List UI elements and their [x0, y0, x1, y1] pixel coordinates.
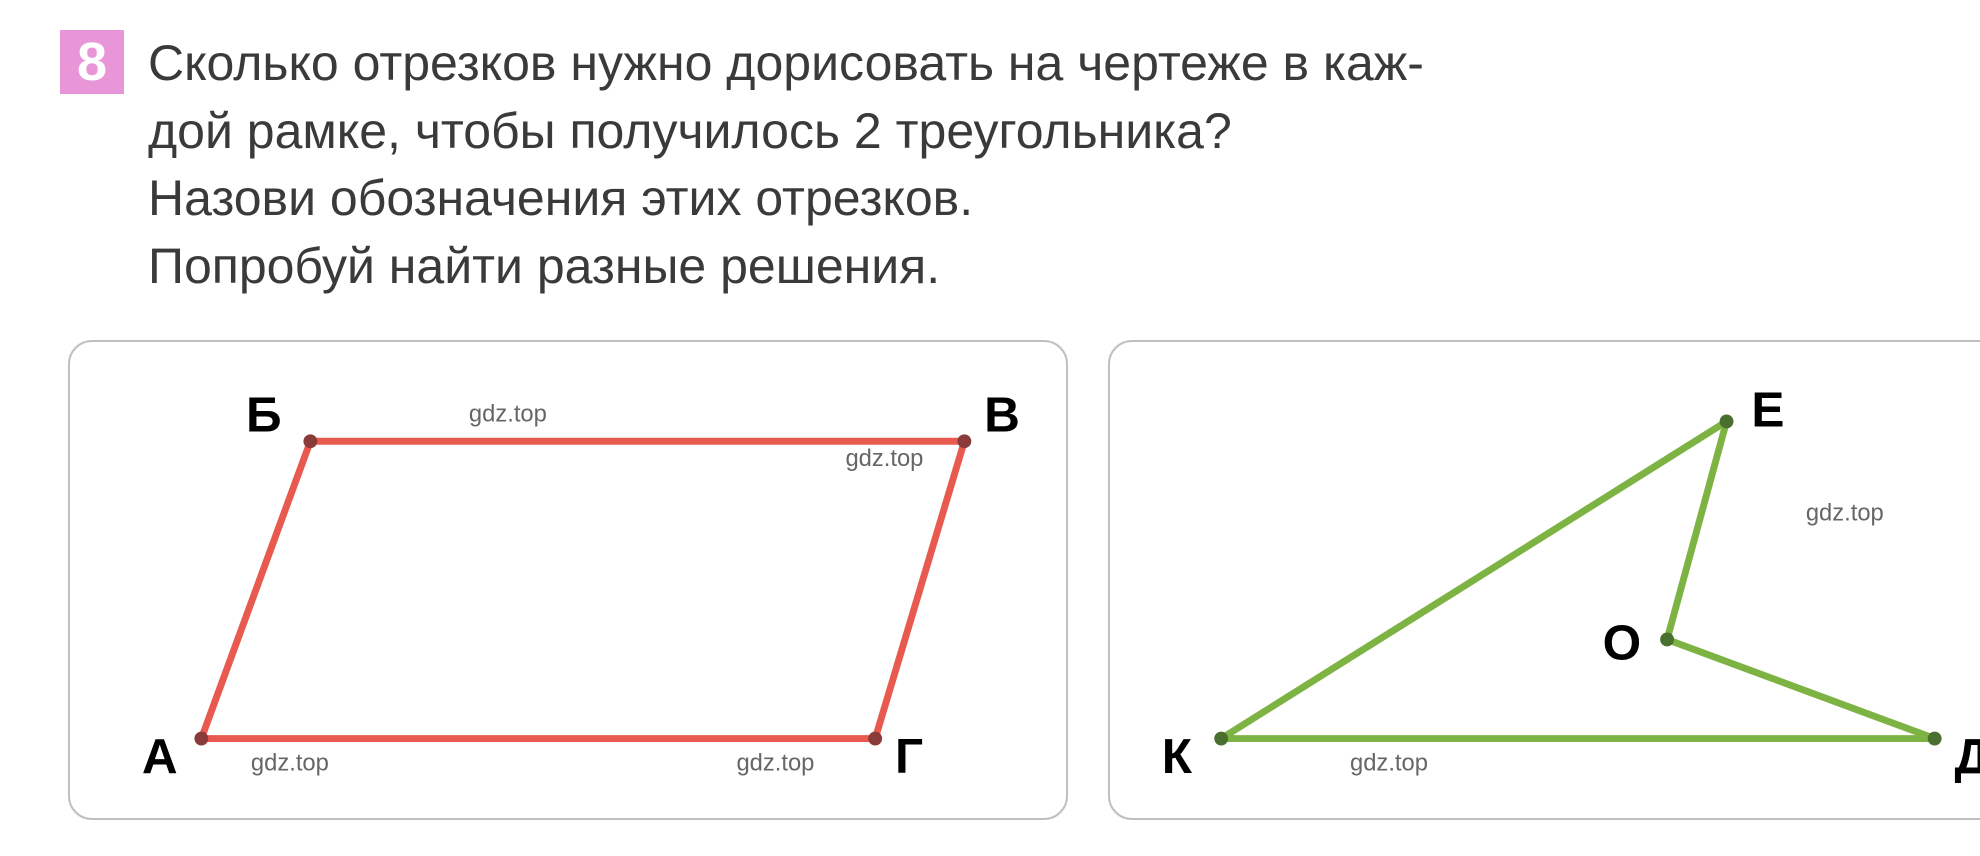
- label-v: В: [984, 387, 1020, 442]
- concave-svg: Е О Д К gdz.top gdz.top: [1130, 362, 1980, 798]
- label-b: Б: [246, 387, 282, 442]
- edge-a-b: [201, 441, 310, 738]
- label-g: Г: [895, 729, 923, 784]
- problem-content: Сколько отрезков нужно дорисовать на чер…: [148, 30, 1980, 820]
- problem-number-text: 8: [77, 31, 107, 93]
- watermark-top-left: gdz.top: [469, 400, 547, 427]
- problem-line-4: Попробуй найти разные решения.: [148, 233, 1980, 301]
- right-diagram-frame: Е О Д К gdz.top gdz.top: [1108, 340, 1980, 820]
- watermark-top-right: gdz.top: [845, 445, 923, 472]
- watermark-bottom-left: gdz.top: [251, 749, 329, 776]
- problem-line-1: Сколько отрезков нужно дорисовать на чер…: [148, 30, 1980, 98]
- problem-text: Сколько отрезков нужно дорисовать на чер…: [148, 30, 1980, 300]
- label-d: Д: [1954, 729, 1980, 784]
- vertex-dot-e: [1720, 415, 1734, 429]
- vertex-dot-a: [194, 732, 208, 746]
- edge-o-d: [1667, 639, 1935, 738]
- vertex-dot-o: [1660, 633, 1674, 647]
- diagrams-row: Б В Г А gdz.top gdz.top gdz.top gdz.top: [68, 340, 1980, 820]
- problem-container: 8 Сколько отрезков нужно дорисовать на ч…: [60, 30, 1920, 820]
- edge-v-g: [875, 441, 964, 738]
- watermark-right-top: gdz.top: [1806, 500, 1884, 527]
- vertex-dot-b: [303, 434, 317, 448]
- vertex-dot-d: [1928, 732, 1942, 746]
- label-e: Е: [1751, 382, 1784, 437]
- vertex-dot-g: [868, 732, 882, 746]
- left-diagram-frame: Б В Г А gdz.top gdz.top gdz.top gdz.top: [68, 340, 1068, 820]
- label-o: О: [1603, 615, 1642, 670]
- parallelogram-svg: Б В Г А gdz.top gdz.top gdz.top gdz.top: [90, 362, 1046, 798]
- problem-number-badge: 8: [60, 30, 124, 94]
- vertex-dot-k: [1214, 732, 1228, 746]
- label-a: А: [142, 729, 178, 784]
- problem-line-2: дой рамке, чтобы получилось 2 треугольни…: [148, 98, 1980, 166]
- problem-line-3: Назови обозначения этих отрезков.: [148, 165, 1980, 233]
- watermark-right-bottom: gdz.top: [1350, 749, 1428, 776]
- vertex-dot-v: [957, 434, 971, 448]
- label-k: К: [1162, 729, 1193, 784]
- watermark-bottom-right: gdz.top: [736, 749, 814, 776]
- edge-k-e: [1221, 421, 1726, 738]
